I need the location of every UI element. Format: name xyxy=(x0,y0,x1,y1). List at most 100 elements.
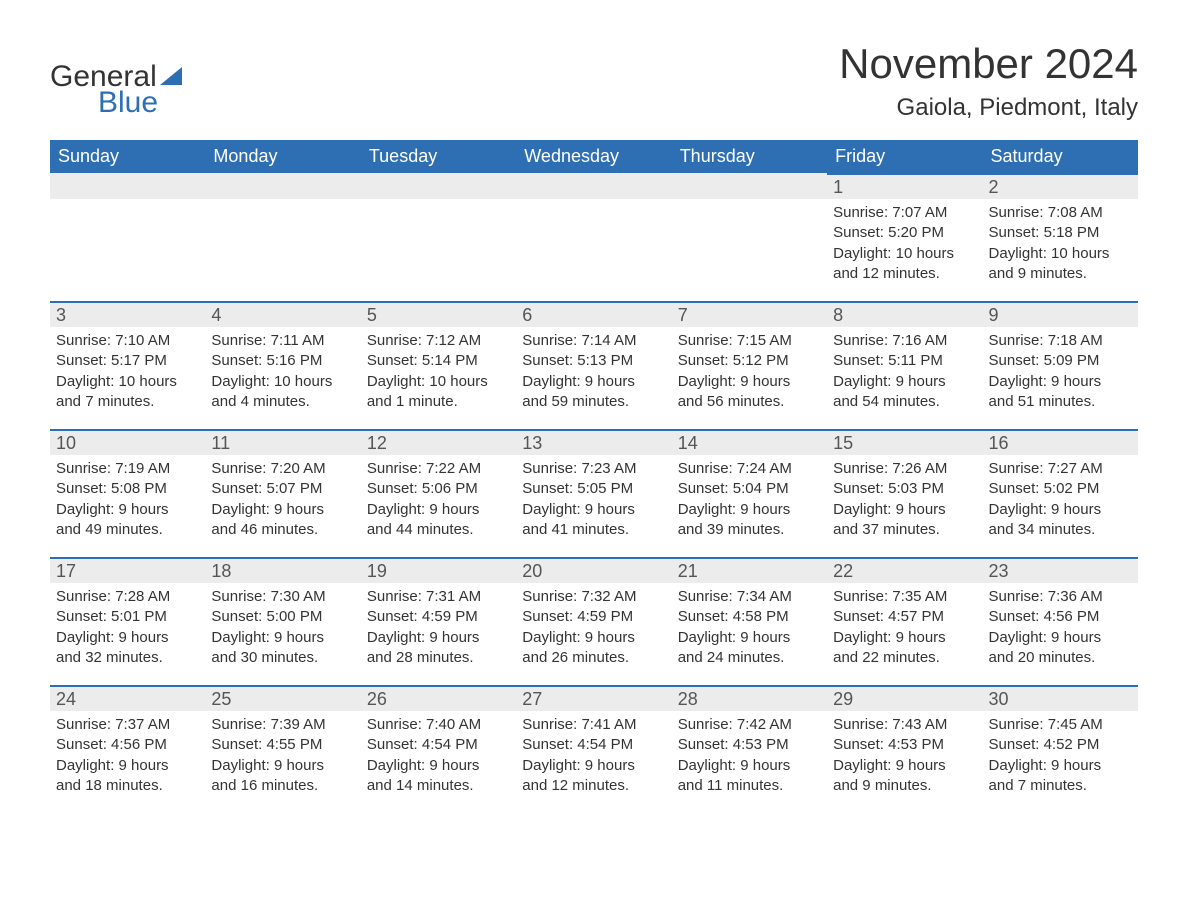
day-body: Sunrise: 7:41 AMSunset: 4:54 PMDaylight:… xyxy=(516,711,671,802)
day-sunrise: Sunrise: 7:32 AM xyxy=(522,587,665,607)
calendar-day-cell: 29 Sunrise: 7:43 AMSunset: 4:53 PMDayligh… xyxy=(827,685,982,813)
day-dl1: Daylight: 9 hours xyxy=(211,756,354,776)
day-dl2: and 34 minutes. xyxy=(989,520,1132,540)
day-sunset: Sunset: 4:53 PM xyxy=(833,735,976,755)
day-number-bar: 6 xyxy=(516,301,671,327)
day-number-bar: 29 xyxy=(827,685,982,711)
day-number-bar: 15 xyxy=(827,429,982,455)
day-dl1: Daylight: 9 hours xyxy=(989,628,1132,648)
day-dl2: and 1 minute. xyxy=(367,392,510,412)
day-number-bar: 27 xyxy=(516,685,671,711)
day-dl1: Daylight: 10 hours xyxy=(211,372,354,392)
day-number-bar: 30 xyxy=(983,685,1138,711)
day-sunset: Sunset: 5:11 PM xyxy=(833,351,976,371)
day-number-bar: 23 xyxy=(983,557,1138,583)
day-sunrise: Sunrise: 7:43 AM xyxy=(833,715,976,735)
day-sunrise: Sunrise: 7:28 AM xyxy=(56,587,199,607)
day-sunrise: Sunrise: 7:18 AM xyxy=(989,331,1132,351)
day-sunset: Sunset: 4:52 PM xyxy=(989,735,1132,755)
day-dl2: and 12 minutes. xyxy=(522,776,665,796)
day-dl1: Daylight: 9 hours xyxy=(678,500,821,520)
day-body: Sunrise: 7:23 AMSunset: 5:05 PMDaylight:… xyxy=(516,455,671,546)
day-sunset: Sunset: 5:01 PM xyxy=(56,607,199,627)
day-sunset: Sunset: 4:57 PM xyxy=(833,607,976,627)
day-dl2: and 46 minutes. xyxy=(211,520,354,540)
day-dl1: Daylight: 9 hours xyxy=(522,628,665,648)
day-dl2: and 20 minutes. xyxy=(989,648,1132,668)
day-dl1: Daylight: 9 hours xyxy=(367,628,510,648)
day-dl1: Daylight: 9 hours xyxy=(211,628,354,648)
day-body: Sunrise: 7:42 AMSunset: 4:53 PMDaylight:… xyxy=(672,711,827,802)
day-body: Sunrise: 7:37 AMSunset: 4:56 PMDaylight:… xyxy=(50,711,205,802)
day-number-bar-blank xyxy=(205,173,360,199)
day-number-bar: 3 xyxy=(50,301,205,327)
day-sunset: Sunset: 5:13 PM xyxy=(522,351,665,371)
day-sunrise: Sunrise: 7:39 AM xyxy=(211,715,354,735)
day-sunrise: Sunrise: 7:36 AM xyxy=(989,587,1132,607)
calendar-day-cell: 14Sunrise: 7:24 AMSunset: 5:04 PMDayligh… xyxy=(672,429,827,557)
day-sunrise: Sunrise: 7:22 AM xyxy=(367,459,510,479)
calendar-week-row: 1Sunrise: 7:07 AMSunset: 5:20 PMDaylight… xyxy=(50,173,1138,301)
calendar-week-row: 24Sunrise: 7:37 AMSunset: 4:56 PMDayligh… xyxy=(50,685,1138,813)
day-sunrise: Sunrise: 7:34 AM xyxy=(678,587,821,607)
day-sunrise: Sunrise: 7:42 AM xyxy=(678,715,821,735)
day-dl2: and 59 minutes. xyxy=(522,392,665,412)
calendar-day-cell: 22Sunrise: 7:35 AMSunset: 4:57 PMDayligh… xyxy=(827,557,982,685)
day-number-bar: 2 xyxy=(983,173,1138,199)
day-dl1: Daylight: 9 hours xyxy=(989,372,1132,392)
day-dl2: and 4 minutes. xyxy=(211,392,354,412)
calendar-table: Sunday Monday Tuesday Wednesday Thursday… xyxy=(50,140,1138,813)
weekday-header: Tuesday xyxy=(361,140,516,173)
calendar-day-cell: 12Sunrise: 7:22 AMSunset: 5:06 PMDayligh… xyxy=(361,429,516,557)
day-sunset: Sunset: 4:53 PM xyxy=(678,735,821,755)
weekday-header: Friday xyxy=(827,140,982,173)
day-sunset: Sunset: 4:56 PM xyxy=(56,735,199,755)
day-sunset: Sunset: 5:14 PM xyxy=(367,351,510,371)
header: General Blue November 2024 Gaiola, Piedm… xyxy=(50,40,1138,122)
calendar-day-cell: 10Sunrise: 7:19 AMSunset: 5:08 PMDayligh… xyxy=(50,429,205,557)
day-sunset: Sunset: 4:55 PM xyxy=(211,735,354,755)
day-dl1: Daylight: 9 hours xyxy=(678,756,821,776)
weekday-header-row: Sunday Monday Tuesday Wednesday Thursday… xyxy=(50,140,1138,173)
day-dl1: Daylight: 9 hours xyxy=(522,500,665,520)
day-number-bar: 13 xyxy=(516,429,671,455)
day-number-bar: 18 xyxy=(205,557,360,583)
calendar-day-cell: 18Sunrise: 7:30 AMSunset: 5:00 PMDayligh… xyxy=(205,557,360,685)
day-dl2: and 14 minutes. xyxy=(367,776,510,796)
day-dl1: Daylight: 9 hours xyxy=(833,756,976,776)
day-dl2: and 37 minutes. xyxy=(833,520,976,540)
calendar-day-cell: 19Sunrise: 7:31 AMSunset: 4:59 PMDayligh… xyxy=(361,557,516,685)
day-number-bar: 19 xyxy=(361,557,516,583)
day-body: Sunrise: 7:16 AMSunset: 5:11 PMDaylight:… xyxy=(827,327,982,418)
day-dl2: and 12 minutes. xyxy=(833,264,976,284)
day-number-bar: 1 xyxy=(827,173,982,199)
day-body: Sunrise: 7:20 AMSunset: 5:07 PMDaylight:… xyxy=(205,455,360,546)
day-number-bar: 22 xyxy=(827,557,982,583)
calendar-day-cell: 16Sunrise: 7:27 AMSunset: 5:02 PMDayligh… xyxy=(983,429,1138,557)
calendar-day-cell xyxy=(361,173,516,301)
day-sunset: Sunset: 5:05 PM xyxy=(522,479,665,499)
weekday-header: Thursday xyxy=(672,140,827,173)
day-sunset: Sunset: 5:17 PM xyxy=(56,351,199,371)
day-dl2: and 49 minutes. xyxy=(56,520,199,540)
day-dl2: and 54 minutes. xyxy=(833,392,976,412)
day-body: Sunrise: 7:45 AMSunset: 4:52 PMDaylight:… xyxy=(983,711,1138,802)
day-number-bar: 16 xyxy=(983,429,1138,455)
day-dl1: Daylight: 9 hours xyxy=(678,372,821,392)
weekday-header: Monday xyxy=(205,140,360,173)
day-sunrise: Sunrise: 7:26 AM xyxy=(833,459,976,479)
day-dl2: and 24 minutes. xyxy=(678,648,821,668)
day-dl2: and 44 minutes. xyxy=(367,520,510,540)
calendar-day-cell xyxy=(516,173,671,301)
calendar-day-cell: 6Sunrise: 7:14 AMSunset: 5:13 PMDaylight… xyxy=(516,301,671,429)
calendar-day-cell: 24Sunrise: 7:37 AMSunset: 4:56 PMDayligh… xyxy=(50,685,205,813)
day-dl2: and 39 minutes. xyxy=(678,520,821,540)
day-sunset: Sunset: 5:16 PM xyxy=(211,351,354,371)
day-sunset: Sunset: 4:59 PM xyxy=(522,607,665,627)
calendar-day-cell xyxy=(672,173,827,301)
day-dl2: and 18 minutes. xyxy=(56,776,199,796)
day-number-bar: 12 xyxy=(361,429,516,455)
day-dl1: Daylight: 9 hours xyxy=(367,500,510,520)
calendar-day-cell: 4Sunrise: 7:11 AMSunset: 5:16 PMDaylight… xyxy=(205,301,360,429)
day-dl1: Daylight: 9 hours xyxy=(833,500,976,520)
